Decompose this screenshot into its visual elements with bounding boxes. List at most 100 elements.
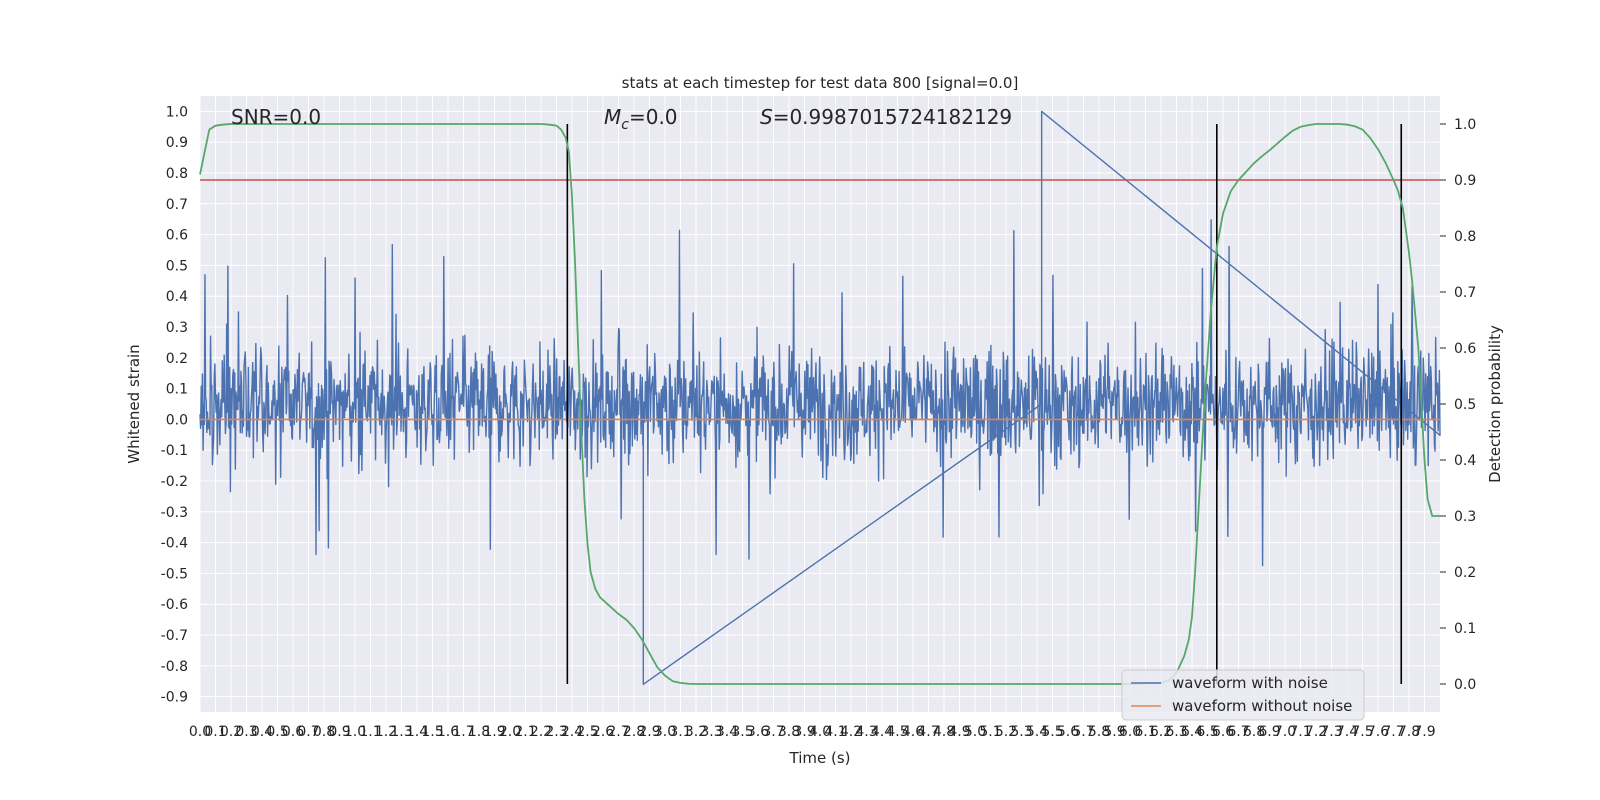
x-tick-label: 0.2	[220, 724, 242, 740]
waveform-with-noise-line	[199, 110, 1441, 685]
y-tick-label-right: 0.7	[1454, 285, 1476, 301]
y-tick-label-left: -0.9	[161, 690, 188, 706]
x-tick-label: 0.9	[328, 724, 350, 740]
x-tick-label: 6.6	[1212, 724, 1234, 740]
x-tick-label: 0.8	[313, 724, 335, 740]
legend: waveform with noise waveform without noi…	[1121, 669, 1365, 721]
chirp-mass-value: =0.0	[629, 105, 678, 129]
x-tick-label: 3.0	[654, 724, 676, 740]
x-tick-label: 1.5	[421, 724, 443, 740]
y-tick-label-right: 0.5	[1454, 397, 1476, 413]
chirp-mass-symbol: M	[604, 105, 621, 129]
x-tick-label: 5.0	[964, 724, 986, 740]
x-tick-label: 7.0	[1274, 724, 1296, 740]
x-tick-label: 4.0	[809, 724, 831, 740]
x-tick-label: 5.6	[1057, 724, 1079, 740]
y-tick-label-right: 1.0	[1454, 117, 1476, 133]
x-tick-label: 7.1	[1289, 724, 1311, 740]
x-tick-label: 4.8	[933, 724, 955, 740]
y-tick-label-left: 0.2	[166, 351, 188, 367]
chirp-mass-annotation: Mc=0.0	[604, 105, 678, 133]
x-tick-label: 7.3	[1320, 724, 1342, 740]
x-tick-label: 1.1	[359, 724, 381, 740]
y-tick-label-right: 0.3	[1454, 509, 1476, 525]
x-tick-label: 2.4	[561, 724, 583, 740]
y-axis-label-left: Whitened strain	[125, 344, 143, 463]
x-tick-label: 7.9	[1413, 724, 1435, 740]
x-tick-label: 3.5	[731, 724, 753, 740]
x-tick-label: 5.4	[1026, 724, 1048, 740]
snr-annotation: SNR=0.0	[231, 105, 321, 129]
x-tick-label: 6.9	[1258, 724, 1280, 740]
x-tick-label: 6.3	[1165, 724, 1187, 740]
x-tick-label: 6.5	[1196, 724, 1218, 740]
x-tick-label: 6.7	[1227, 724, 1249, 740]
y-tick-label-right: 0.4	[1454, 453, 1476, 469]
y-tick-label-left: 1.0	[166, 104, 188, 120]
x-tick-label: 1.7	[452, 724, 474, 740]
y-tick-label-right: 0.1	[1454, 621, 1476, 637]
x-tick-label: 1.8	[468, 724, 490, 740]
x-tick-label: 7.2	[1305, 724, 1327, 740]
x-tick-label: 1.3	[390, 724, 412, 740]
x-tick-label: 3.9	[793, 724, 815, 740]
score-annotation: S=0.9987015724182129	[760, 105, 1012, 129]
x-tick-label: 3.6	[747, 724, 769, 740]
x-tick-label: 6.8	[1243, 724, 1265, 740]
x-tick-label: 4.1	[824, 724, 846, 740]
x-tick-label: 4.5	[886, 724, 908, 740]
legend-label-without-noise: waveform without noise	[1172, 697, 1352, 715]
x-tick-label: 7.6	[1367, 724, 1389, 740]
x-tick-label: 4.2	[840, 724, 862, 740]
x-tick-label: 3.3	[700, 724, 722, 740]
x-tick-label: 5.7	[1072, 724, 1094, 740]
x-tick-label: 2.5	[576, 724, 598, 740]
x-tick-label: 3.1	[669, 724, 691, 740]
y-tick-label-left: 0.4	[166, 289, 188, 305]
y-tick-label-left: 0.1	[166, 382, 188, 398]
x-tick-label: 4.6	[902, 724, 924, 740]
x-tick-label: 0.4	[251, 724, 273, 740]
y-tick-label-right: 0.9	[1454, 173, 1476, 189]
x-tick-label: 0.7	[297, 724, 319, 740]
x-tick-label: 0.3	[235, 724, 257, 740]
y-tick-label-left: -0.4	[161, 536, 188, 552]
x-tick-label: 7.4	[1336, 724, 1358, 740]
x-tick-label: 2.9	[638, 724, 660, 740]
axes-layer: 0.00.10.20.30.40.50.60.70.80.91.01.11.21…	[161, 104, 1477, 740]
y-tick-label-left: -0.7	[161, 628, 188, 644]
x-tick-label: 4.3	[855, 724, 877, 740]
y-tick-label-left: 0.8	[166, 166, 188, 182]
x-tick-label: 4.4	[871, 724, 893, 740]
x-tick-label: 3.2	[685, 724, 707, 740]
x-tick-label: 0.0	[189, 724, 211, 740]
x-tick-label: 4.9	[948, 724, 970, 740]
y-tick-label-left: 0.7	[166, 197, 188, 213]
x-tick-label: 6.2	[1150, 724, 1172, 740]
x-tick-label: 2.8	[623, 724, 645, 740]
y-tick-label-left: -0.5	[161, 566, 188, 582]
x-tick-label: 1.6	[437, 724, 459, 740]
y-tick-label-right: 0.0	[1454, 677, 1476, 693]
score-value: =0.9987015724182129	[773, 105, 1012, 129]
x-tick-label: 5.1	[979, 724, 1001, 740]
chirp-mass-subscript: c	[621, 117, 629, 133]
x-tick-label: 3.7	[762, 724, 784, 740]
x-tick-label: 2.6	[592, 724, 614, 740]
legend-frame	[1121, 669, 1365, 721]
x-tick-label: 1.4	[406, 724, 428, 740]
x-tick-label: 2.7	[607, 724, 629, 740]
x-tick-label: 2.1	[514, 724, 536, 740]
x-tick-label: 6.0	[1119, 724, 1141, 740]
y-tick-label-right: 0.6	[1454, 341, 1476, 357]
x-tick-label: 6.1	[1134, 724, 1156, 740]
x-tick-label: 3.8	[778, 724, 800, 740]
x-tick-label: 1.0	[344, 724, 366, 740]
x-tick-label: 5.9	[1103, 724, 1125, 740]
y-tick-label-left: -0.6	[161, 597, 188, 613]
x-axis-label: Time (s)	[789, 749, 851, 767]
x-tick-label: 0.5	[266, 724, 288, 740]
y-tick-label-left: -0.2	[161, 474, 188, 490]
y-tick-label-left: 0.0	[166, 412, 188, 428]
